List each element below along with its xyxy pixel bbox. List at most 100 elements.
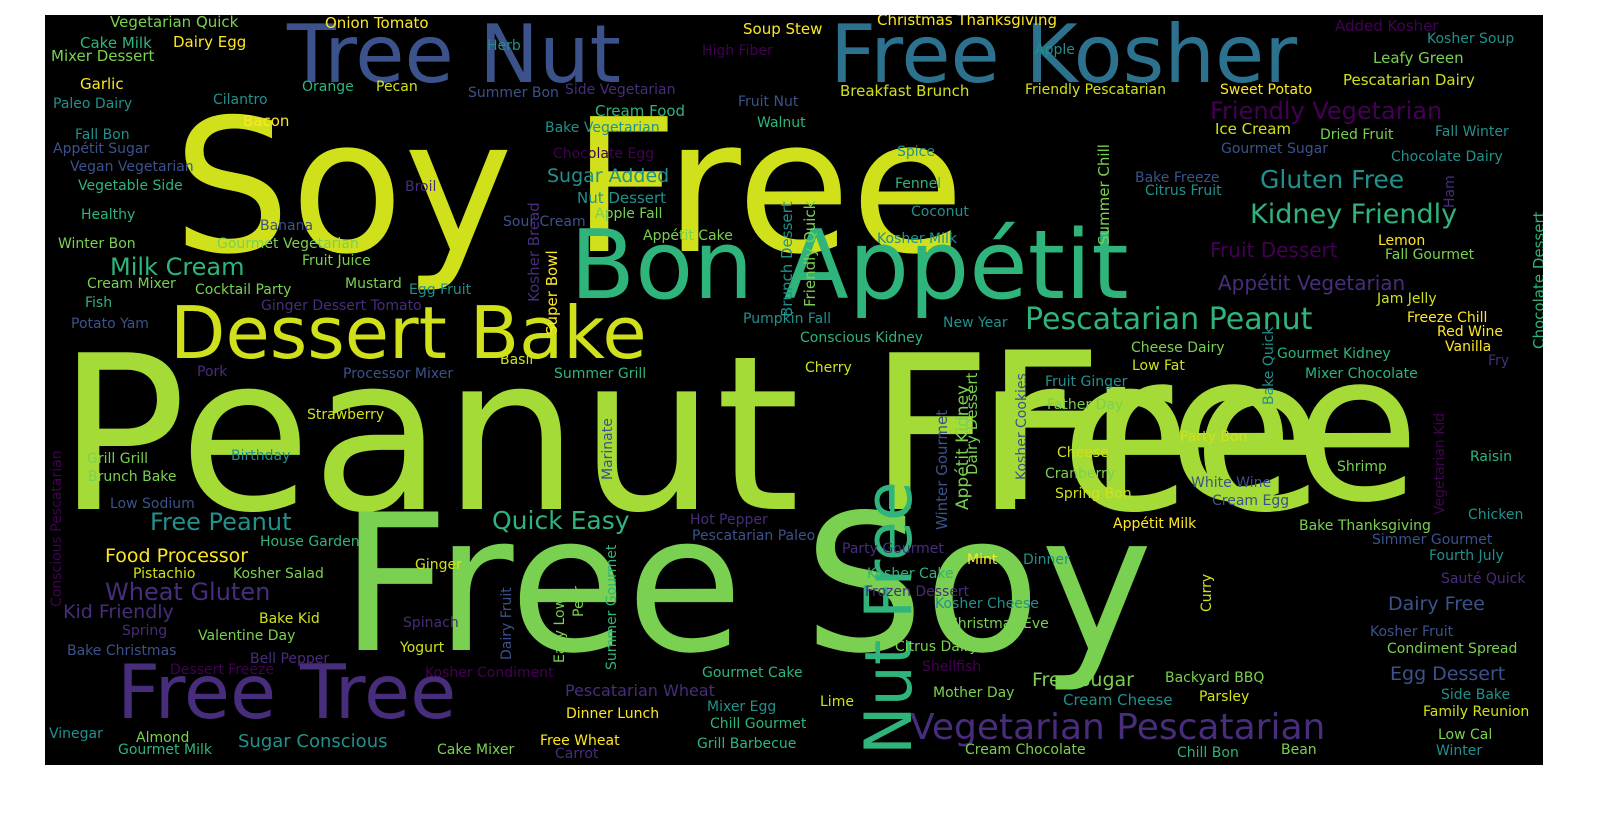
word-sweet-potato: Sweet Potato [1220,82,1313,98]
word-chocolate-dairy: Chocolate Dairy [1391,149,1503,165]
word-sugar-conscious: Sugar Conscious [238,731,388,752]
word-lime: Lime [820,694,854,710]
word-sour-cream: Sour Cream [503,214,586,230]
word-super-bowl: Super Bowl [543,250,561,335]
word-shellfish: Shellfish [922,659,982,675]
word-kidney-friendly: Kidney Friendly [1250,199,1458,230]
word-pescatarian-paleo: Pescatarian Paleo [692,528,816,544]
word-kosher-soup: Kosher Soup [1427,31,1515,47]
word-pumpkin-fall: Pumpkin Fall [743,311,832,327]
word-bon-appetit: Bon Appétit [570,211,1129,321]
word-tree-nut: Tree Nut [287,15,622,101]
word-chill-gourmet: Chill Gourmet [710,716,807,732]
word-soup-stew: Soup Stew [743,20,823,38]
word-citrus-dairy: Citrus Dairy [895,639,978,655]
word-condiment-spread: Condiment Spread [1387,641,1518,657]
word-valentine-day: Valentine Day [198,628,296,644]
word-gourmet-kidney: Gourmet Kidney [1277,346,1391,362]
word-christmas-eve: Christmas Eve [948,616,1049,632]
word-cake-milk: Cake Milk [80,34,152,52]
word-cream-food: Cream Food [595,102,686,120]
word-egg-fruit: Egg Fruit [409,282,472,298]
word-winter-gourmet: Winter Gourmet [933,409,951,530]
word-breakfast-brunch: Breakfast Brunch [840,82,970,100]
word-herb: Herb [487,38,521,54]
word-quick-easy: Quick Easy [492,506,630,535]
word-citrus-fruit: Citrus Fruit [1145,183,1222,199]
word-pistachio: Pistachio [133,566,196,582]
word-paleo-dairy: Paleo Dairy [53,96,133,112]
word-orange: Orange [302,79,354,95]
word-bell-pepper: Bell Pepper [250,651,330,667]
word-dessert-bake: Dessert Bake [170,291,647,375]
word-kid-friendly: Kid Friendly [63,601,174,623]
word-wheat-gluten: Wheat Gluten [105,578,271,606]
word-mixer-dessert: Mixer Dessert [51,47,155,65]
word-party-gourmet: Party Gourmet [842,541,944,557]
word-kosher-cheese: Kosher Cheese [935,596,1039,612]
word-shrimp: Shrimp [1337,459,1387,475]
word-egg-dessert: Egg Dessert [1390,663,1506,685]
word-free: Free [985,310,1421,548]
word-spring: Spring [122,623,168,639]
word-yogurt: Yogurt [400,640,445,656]
word-appetit-cake: Appétit Cake [643,228,733,244]
word-added-kosher: Added Kosher [1335,17,1439,35]
word-cheese: Cheese [1057,445,1109,461]
word-pescatarian-wheat: Pescatarian Wheat [565,681,715,700]
word-summer-chill: Summer Chill [1095,144,1113,245]
word-fall-gourmet: Fall Gourmet [1385,247,1475,263]
word-free-kosher: Free Kosher [830,15,1298,101]
word-walnut: Walnut [757,115,806,131]
word-peanut-free: Peanut Free [57,309,1325,560]
word-side-vegetarian: Side Vegetarian [565,82,676,98]
word-onion-tomato: Onion Tomato [325,15,429,32]
word-strawberry: Strawberry [307,407,385,423]
word-cake-mixer: Cake Mixer [437,742,515,758]
word-fall-winter: Fall Winter [1435,124,1509,140]
word-gourmet-vegetarian: Gourmet Vegetarian [217,236,359,252]
word-banana: Banana [260,218,314,234]
word-spinach: Spinach [403,615,459,631]
word-garlic: Garlic [80,75,124,93]
word-grill-barbecue: Grill Barbecue [697,736,797,752]
word-ice-cream: Ice Cream [1215,120,1292,138]
word-fruit-dessert: Fruit Dessert [1210,238,1338,262]
word-soy-free: Soy Free [173,79,965,295]
word-leafy-green: Leafy Green [1373,49,1464,67]
word-cheese-dairy: Cheese Dairy [1131,340,1225,356]
word-fry: Fry [1488,353,1510,369]
word-milk-cream: Milk Cream [110,253,245,281]
word-frozen-dessert: Frozen Dessert [865,584,970,600]
word-mustard: Mustard [345,276,402,292]
word-potato-yam: Potato Yam [71,316,149,332]
word-fruit-ginger: Fruit Ginger [1045,374,1128,390]
word-dairy-egg: Dairy Egg [173,33,247,51]
word-healthy: Healthy [81,207,136,223]
word-fennel: Fennel [895,176,942,192]
word-appetit-vegetarian: Appétit Vegetarian [1218,271,1406,295]
word-ginger-dessert-tomato: Ginger Dessert Tomato [261,298,422,314]
word-marinate: Marinate [600,418,616,480]
word-appetit-milk: Appétit Milk [1113,516,1197,532]
word-low-cal: Low Cal [1438,727,1493,743]
word-low-sodium: Low Sodium [110,496,195,512]
word-cherry: Cherry [805,360,852,376]
word-brunch-bake: Brunch Bake [88,469,177,485]
word-processor-mixer: Processor Mixer [343,366,454,382]
word-pear: Pear [571,586,587,617]
word-cream-egg: Cream Egg [1212,493,1290,509]
word-chill-bon: Chill Bon [1177,745,1239,761]
word-kosher-salad: Kosher Salad [233,566,324,582]
word-house-garden: House Garden [260,534,360,550]
word-low-fat: Low Fat [1132,358,1185,374]
word-conscious-pescatarian: Conscious Pescatarian [49,450,65,607]
word-party-bon: Party Bon [1180,429,1248,445]
word-bake-christmas: Bake Christmas [67,643,177,659]
word-jam-jelly: Jam Jelly [1377,291,1437,307]
word-cocktail-party: Cocktail Party [195,282,292,298]
word-chocolate-egg: Chocolate Egg [553,146,655,162]
word-free-tree: Free Tree [117,648,457,736]
word-raisin: Raisin [1470,449,1512,465]
word-spring-bon: Spring Bon [1055,486,1132,502]
